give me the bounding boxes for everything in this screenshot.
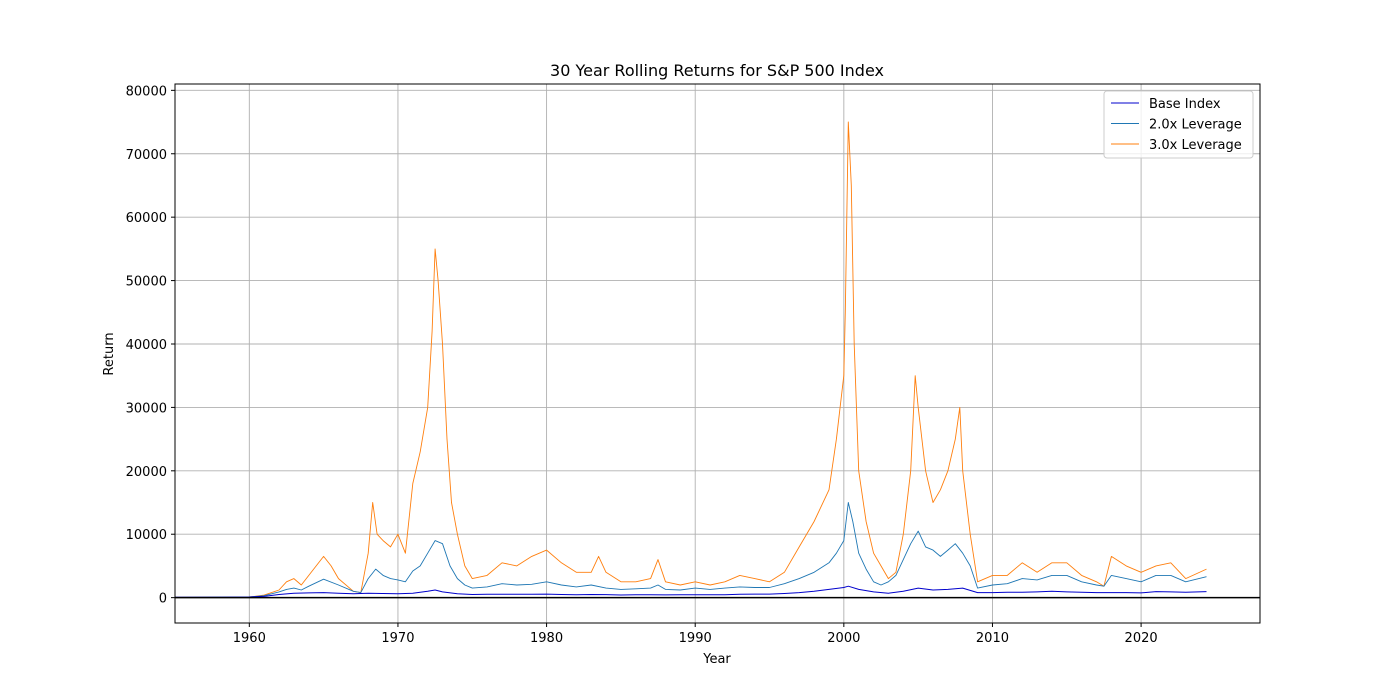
y-axis-ticks: 0 10000 20000 30000 40000 50000 60000 70000 8000… (126, 84, 175, 607)
x-tick-label: 1980 (530, 631, 563, 646)
y-tick-label: 50000 (126, 275, 167, 290)
legend-label: Base Index (1149, 97, 1221, 112)
series-line-3-0x-leverage (174, 121, 1207, 598)
y-tick-label: 80000 (126, 84, 167, 99)
x-tick-label: 2000 (827, 631, 860, 646)
x-tick-label: 1970 (381, 631, 414, 646)
series-layer (174, 121, 1207, 598)
series-line-base-index (175, 585, 1207, 598)
x-tick-label: 2020 (1125, 631, 1158, 646)
series-line-2-0x-leverage (174, 502, 1207, 598)
legend-label: 2.0x Leverage (1149, 118, 1242, 133)
y-tick-label: 20000 (126, 465, 167, 480)
x-tick-label: 1960 (233, 631, 266, 646)
x-axis-title: Year (702, 652, 731, 667)
x-axis-ticks: 1960 1970 1980 1990 2000 2010 2020 (233, 623, 1158, 646)
y-tick-label: 0 (159, 592, 167, 607)
y-tick-label: 30000 (126, 401, 167, 416)
legend-label: 3.0x Leverage (1149, 138, 1242, 153)
legend: Base Index 2.0x Leverage 3.0x Leverage (1103, 90, 1254, 159)
x-tick-label: 1990 (679, 631, 712, 646)
x-tick-label: 2010 (976, 631, 1009, 646)
y-tick-label: 70000 (126, 148, 167, 163)
y-axis-title: Return (102, 332, 117, 375)
y-tick-label: 40000 (126, 338, 167, 353)
legend-box (1103, 90, 1254, 159)
plot-frame (174, 83, 1261, 624)
chart-title: 30 Year Rolling Returns for S&P 500 Inde… (550, 61, 884, 80)
y-tick-label: 10000 (126, 528, 167, 543)
y-tick-label: 60000 (126, 211, 167, 226)
